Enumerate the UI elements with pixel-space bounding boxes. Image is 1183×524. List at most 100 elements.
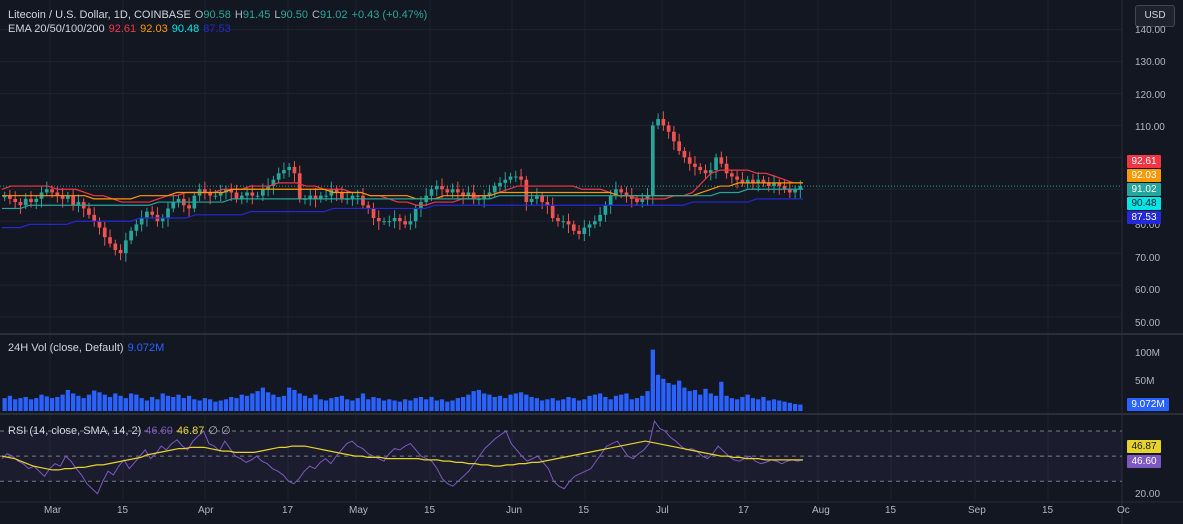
volume-bar — [2, 398, 7, 411]
volume-bar — [550, 398, 555, 411]
volume-bar — [682, 387, 687, 411]
volume-bar — [165, 395, 171, 411]
ema-legend-label[interactable]: EMA 20/50/100/200 — [8, 23, 105, 35]
candle-body — [97, 221, 102, 228]
candle-body — [550, 205, 555, 219]
volume-bar — [771, 399, 777, 411]
volume-bar — [371, 396, 376, 411]
volume-bar — [761, 396, 766, 411]
candle-body — [361, 195, 365, 206]
volume-bar — [302, 395, 308, 411]
candle-body — [566, 221, 571, 225]
candle-body — [71, 195, 75, 206]
volume-bar — [455, 398, 460, 411]
rsi-legend-label[interactable]: RSI (14, close, SMA, 14, 2) — [8, 424, 142, 437]
candle-body — [8, 195, 12, 199]
volume-bar — [787, 402, 792, 411]
price-tick: 60.00 — [1135, 285, 1161, 296]
volume-bar — [345, 399, 350, 411]
candle-body — [687, 157, 692, 164]
candle-body — [719, 157, 724, 164]
ema20-value: 92.61 — [108, 23, 137, 35]
candle-body — [118, 249, 123, 254]
price-tick: 140.00 — [1135, 25, 1166, 36]
candle-body — [545, 202, 550, 206]
volume-bar — [308, 398, 313, 411]
symbol-legend[interactable]: Litecoin / U.S. Dollar, 1D, COINBASE O 90… — [8, 9, 427, 21]
candle-body — [661, 119, 666, 126]
candle-body — [171, 202, 176, 209]
candle-body — [292, 166, 297, 174]
candle-body — [724, 163, 729, 174]
rsi-line — [1, 419, 804, 495]
volume-bar — [466, 394, 471, 411]
candle-body — [87, 208, 91, 215]
volume-bar — [624, 393, 629, 411]
candle-body — [714, 157, 718, 171]
candle-body — [324, 195, 328, 197]
candle-body — [535, 195, 539, 199]
low-value: 90.50 — [280, 9, 309, 21]
volume-bar — [608, 399, 613, 411]
ema-legend[interactable]: EMA 20/50/100/200 92.61 92.03 90.48 87.5… — [8, 23, 231, 35]
last-price-tag: 91.02 — [1127, 183, 1161, 196]
candle-body — [234, 192, 239, 199]
volume-bar — [329, 398, 334, 411]
time-tick: Aug — [812, 505, 830, 516]
candle-body — [113, 243, 118, 250]
candle-body — [450, 189, 455, 193]
volume-bar — [313, 394, 318, 411]
price-tick: 80.00 — [1135, 220, 1161, 231]
rsi-legend[interactable]: RSI (14, close, SMA, 14, 2) 46.60 46.87 … — [8, 424, 231, 438]
candle-body — [603, 205, 608, 215]
volume-bar — [661, 378, 666, 411]
candle-body — [540, 195, 544, 203]
candle-body — [297, 173, 302, 199]
volume-bar — [276, 396, 281, 411]
time-axis[interactable]: Mar 15 Apr 17 May 15 Jun 15 Jul 17 Aug 1… — [0, 503, 1130, 523]
symbol-title[interactable]: Litecoin / U.S. Dollar, 1D, COINBASE — [8, 9, 191, 21]
candle-body — [429, 189, 434, 196]
candle-body — [513, 176, 518, 178]
volume-bar — [782, 401, 787, 411]
volume-bar — [60, 394, 65, 411]
volume-bar — [434, 400, 439, 411]
rsi-pane — [0, 419, 1122, 495]
volume-bar — [408, 400, 413, 411]
rsi-ma-tag: 46.87 — [1127, 440, 1161, 453]
volume-bar — [403, 399, 408, 411]
candle-body — [282, 170, 286, 174]
candle-body — [455, 189, 460, 193]
volume-bar — [160, 393, 165, 411]
volume-bar — [49, 398, 55, 411]
volume-legend[interactable]: 24H Vol (close, Default) 9.072M — [8, 342, 164, 354]
time-tick: 15 — [1042, 505, 1054, 516]
volume-bar — [603, 396, 608, 411]
candle-body — [466, 192, 471, 196]
price-tick: 120.00 — [1135, 90, 1166, 101]
volume-bar — [339, 395, 345, 411]
volume-bar — [777, 400, 782, 411]
candle-body — [340, 192, 344, 199]
time-tick: 17 — [282, 505, 294, 516]
candle-body — [698, 166, 703, 171]
volume-bar — [355, 398, 360, 411]
time-tick: Apr — [198, 505, 214, 516]
candle-body — [640, 198, 645, 203]
candle-body — [29, 198, 33, 203]
volume-legend-value: 9.072M — [127, 342, 165, 354]
grid-lines — [0, 0, 1122, 500]
volume-bar — [229, 396, 234, 411]
volume-bar — [734, 399, 740, 411]
candle-body — [598, 214, 602, 222]
volume-bar — [250, 393, 255, 411]
candle-body — [187, 205, 191, 209]
volume-legend-label[interactable]: 24H Vol (close, Default) — [8, 342, 124, 354]
candle-body — [382, 221, 386, 223]
candle-body — [329, 189, 334, 196]
candle-body — [682, 150, 687, 158]
volume-bar — [7, 395, 13, 411]
candle-body — [461, 192, 465, 196]
currency-button[interactable]: USD — [1135, 5, 1175, 27]
